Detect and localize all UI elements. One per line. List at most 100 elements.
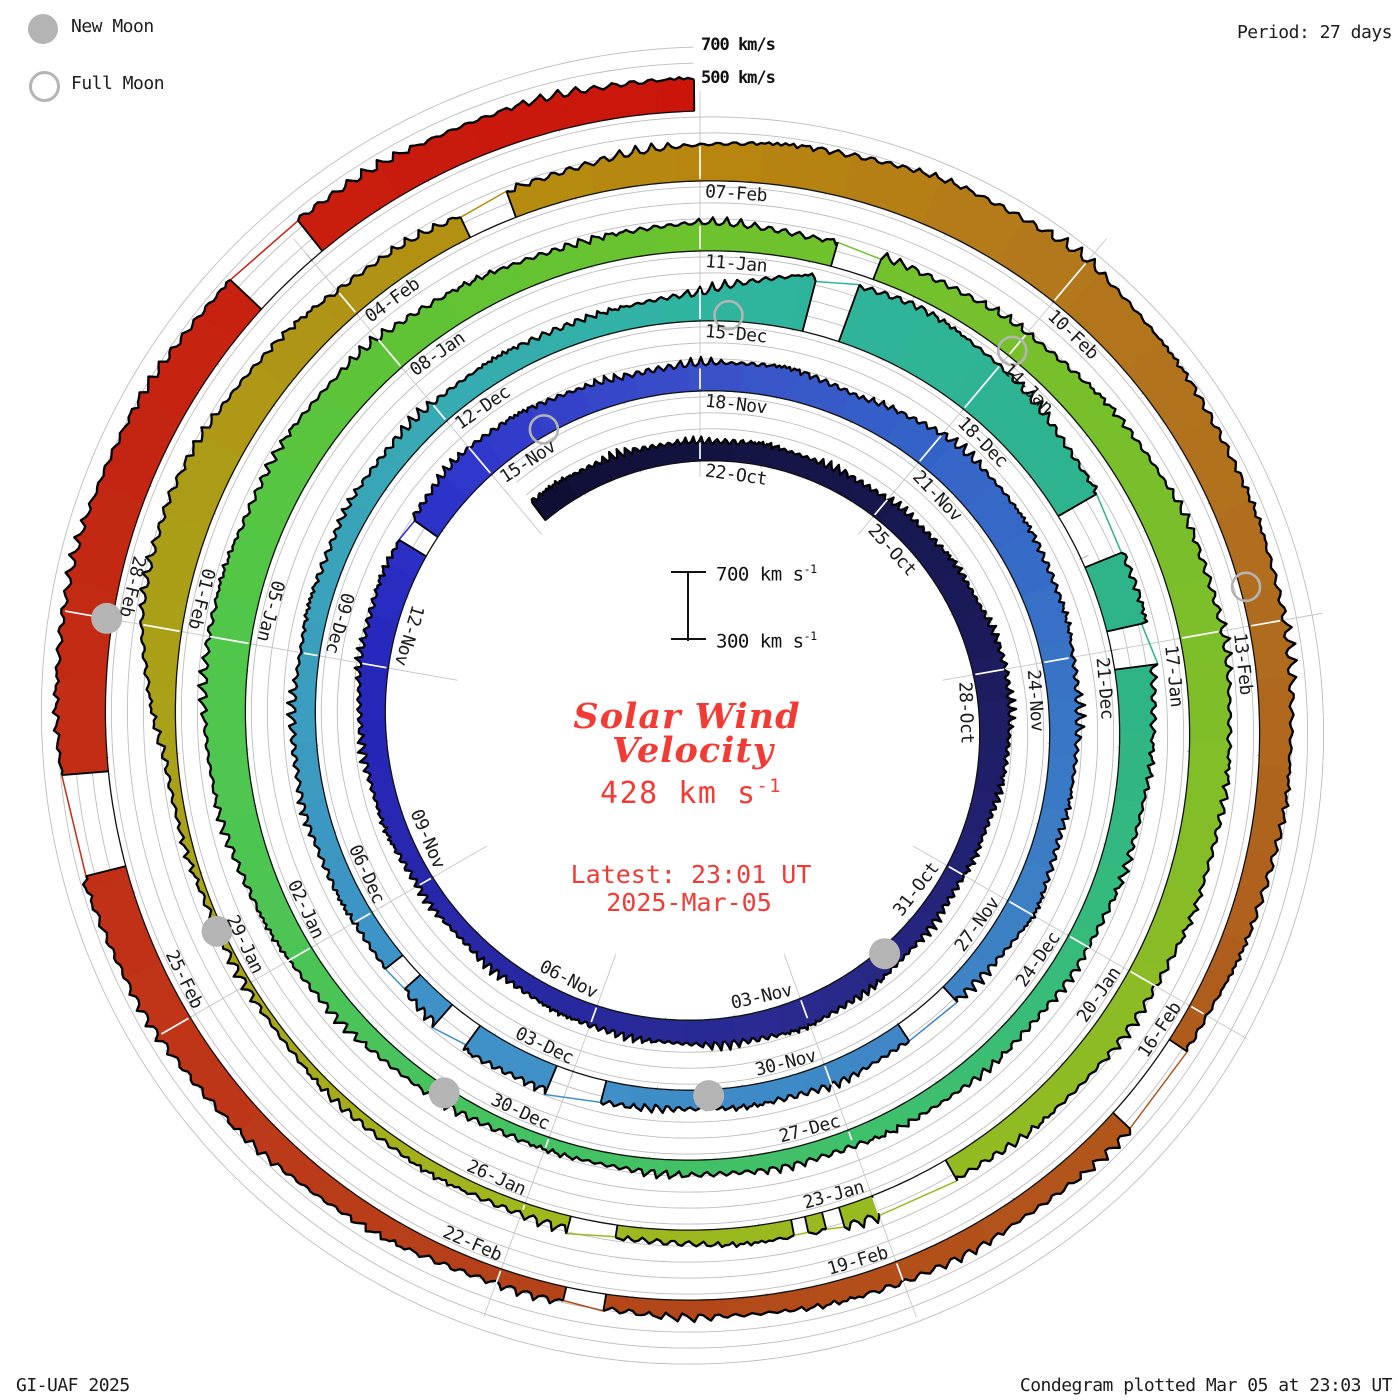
- baseline-spiral: [104, 110, 1261, 1301]
- band-segment: [727, 274, 802, 329]
- band-end-cap: [614, 1224, 619, 1237]
- trace-segment: [808, 1227, 827, 1236]
- axis-500-label: 500 km/s: [701, 68, 776, 88]
- trace-segment: [1121, 551, 1149, 625]
- gridline-700: [40, 46, 1325, 1365]
- new-moon-marker-29-Jan: [201, 915, 233, 947]
- full-moon-marker-15-Nov: [528, 414, 560, 445]
- band-end-cap: [229, 279, 263, 310]
- band-end-cap: [61, 770, 109, 776]
- full-moon-icon: [29, 71, 60, 102]
- gap-connector: [1095, 493, 1123, 554]
- gap-connector: [562, 1299, 604, 1312]
- band-segment: [297, 1055, 363, 1121]
- three-day-tick: [285, 947, 311, 963]
- velocity-trace: [51, 76, 1298, 1324]
- band-end-cap: [837, 284, 861, 342]
- band-segment: [240, 1110, 327, 1193]
- band-end-cap: [565, 1216, 572, 1234]
- band-end-cap: [544, 1065, 558, 1095]
- band-end-cap: [404, 974, 421, 990]
- trace-segment: [404, 987, 435, 1028]
- band-segment: [660, 216, 738, 254]
- band-end-cap: [1114, 663, 1158, 671]
- scalebar-line: [687, 572, 689, 641]
- band-end-cap: [85, 865, 127, 877]
- band-segment: [52, 676, 109, 776]
- band-end-cap: [821, 1212, 828, 1230]
- trace-segment: [285, 272, 817, 970]
- three-day-tick: [919, 435, 942, 462]
- three-day-tick: [143, 624, 180, 633]
- band-segment: [512, 238, 593, 291]
- band-segment: [177, 1040, 262, 1130]
- scalebar-top-label: 700 km s-1: [716, 562, 817, 586]
- band-segment: [687, 356, 745, 393]
- band-end-cap: [897, 1023, 910, 1042]
- trace-segment: [297, 76, 695, 222]
- three-day-tick: [824, 1065, 833, 1086]
- three-day-tick: [362, 662, 387, 669]
- full-moon-marker-15-Dec: [713, 299, 744, 331]
- gap-connector: [908, 1001, 958, 1042]
- band-end-cap: [942, 986, 958, 1003]
- new-moon-marker-01-Nov: [869, 938, 901, 970]
- three-day-tick: [1069, 935, 1090, 949]
- baseline: [104, 110, 1261, 1301]
- credit-label: GI-UAF 2025: [16, 1375, 130, 1396]
- band-segment: [468, 89, 571, 157]
- three-day-tick: [494, 1270, 502, 1285]
- band-segment: [977, 1172, 1065, 1246]
- gap-connector: [229, 220, 299, 281]
- band-segment: [955, 610, 1004, 662]
- gap-connector: [793, 1231, 809, 1237]
- band-segment: [675, 141, 766, 184]
- gap-connector: [878, 1180, 958, 1217]
- trace-segment: [81, 875, 564, 1305]
- date-label-07-Feb: 07-Feb: [704, 181, 767, 206]
- gap-connector: [431, 1026, 467, 1046]
- date-label-24-Nov: 24-Nov: [1023, 669, 1048, 732]
- band-end-cap: [297, 220, 324, 252]
- band-end-cap: [465, 1025, 481, 1046]
- band-segment: [660, 76, 695, 114]
- gap-connector: [460, 190, 507, 218]
- trace-segment: [858, 283, 1098, 495]
- three-day-tick: [975, 668, 1005, 676]
- band-end-cap: [599, 1080, 608, 1103]
- gap-connector: [837, 241, 882, 261]
- date-label-15-Dec: 15-Dec: [704, 321, 768, 348]
- band-end-cap: [804, 1216, 810, 1233]
- three-day-tick: [1044, 657, 1069, 664]
- three-day-tick: [419, 877, 432, 886]
- three-day-tick: [354, 912, 371, 924]
- gap-connector: [398, 520, 416, 541]
- trace-segment: [138, 216, 568, 1234]
- trace-segment: [51, 278, 231, 776]
- gap-connector: [566, 1232, 616, 1238]
- trace-segment: [880, 252, 1234, 1181]
- three-day-tick: [522, 1204, 526, 1210]
- three-day-tick: [800, 1000, 809, 1019]
- plotted-timestamp: Condegram plotted Mar 05 at 23:03 UT: [1019, 1375, 1393, 1396]
- three-day-tick: [338, 292, 356, 313]
- three-day-tick: [874, 499, 889, 516]
- trace-segment: [602, 1128, 1132, 1324]
- three-day-tick: [590, 1007, 598, 1023]
- latest-time-label: Latest: 23:01 UT: [570, 860, 812, 889]
- band-end-cap: [431, 1004, 453, 1029]
- scalebar-bottom-label: 300 km s-1: [716, 629, 817, 653]
- band-segment: [85, 876, 161, 979]
- band-end-cap: [944, 1159, 958, 1182]
- three-day-tick: [1190, 1005, 1205, 1015]
- spoke: [293, 238, 543, 535]
- latest-date-label: 2025-Mar-05: [606, 888, 772, 917]
- band-segment: [1184, 657, 1233, 740]
- three-day-tick: [377, 339, 401, 367]
- three-day-tick: [432, 404, 446, 421]
- band-segment: [506, 161, 596, 218]
- band-end-cap: [872, 259, 882, 280]
- three-day-tick: [1250, 619, 1281, 627]
- band-segment: [834, 1107, 906, 1153]
